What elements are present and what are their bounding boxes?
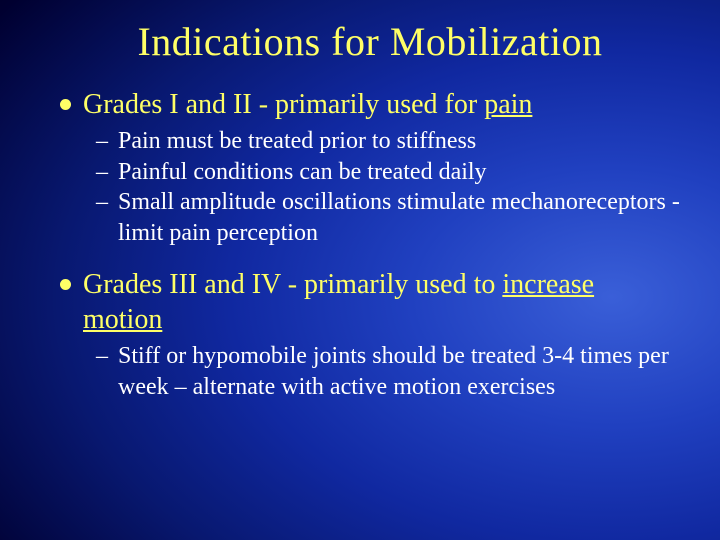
sub-bullet-1-3: – Small amplitude oscillations stimulate…	[96, 187, 680, 248]
dash-icon: –	[96, 187, 114, 218]
sub-bullet-1-1: – Pain must be treated prior to stiffnes…	[96, 126, 680, 157]
bullet-main-1: Grades I and II - primarily used for pai…	[60, 87, 680, 122]
sub-bullet-1-3-text: Small amplitude oscillations stimulate m…	[118, 187, 680, 248]
sub-bullet-1-1-text: Pain must be treated prior to stiffness	[118, 126, 680, 157]
bullet-1-underlined: pain	[484, 89, 532, 120]
bullet-main-2: Grades III and IV - primarily used to in…	[60, 267, 680, 337]
bullet-2-pre: Grades III and IV - primarily used to	[83, 269, 502, 300]
bullet-main-1-text: Grades I and II - primarily used for pai…	[83, 87, 680, 122]
bullet-1-pre: Grades I and II - primarily used for	[83, 89, 484, 120]
slide: Indications for Mobilization Grades I an…	[0, 0, 720, 540]
dash-icon: –	[96, 157, 114, 188]
bullet-dot-icon	[60, 279, 71, 290]
bullet-dot-icon	[60, 99, 71, 110]
sub-bullet-1-2: – Painful conditions can be treated dail…	[96, 157, 680, 188]
dash-icon: –	[96, 126, 114, 157]
slide-title: Indications for Mobilization	[60, 18, 680, 65]
sub-bullet-1-2-text: Painful conditions can be treated daily	[118, 157, 680, 188]
dash-icon: –	[96, 341, 114, 372]
sub-list-1: – Pain must be treated prior to stiffnes…	[96, 126, 680, 249]
sub-list-2: – Stiff or hypomobile joints should be t…	[96, 341, 680, 402]
bullet-main-2-text: Grades III and IV - primarily used to in…	[83, 267, 680, 337]
sub-bullet-2-1: – Stiff or hypomobile joints should be t…	[96, 341, 680, 402]
sub-bullet-2-1-text: Stiff or hypomobile joints should be tre…	[118, 341, 680, 402]
